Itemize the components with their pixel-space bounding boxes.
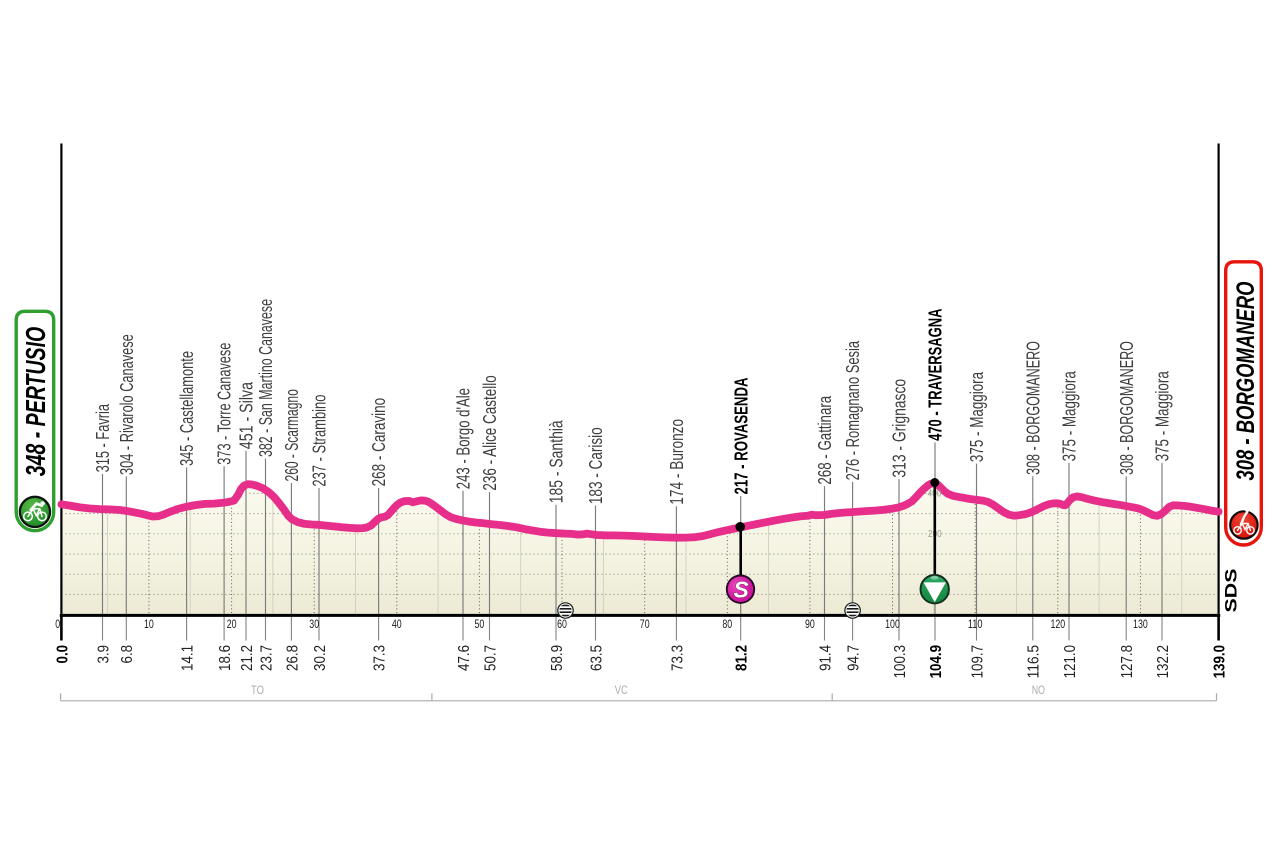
svg-text:183 - Carisio: 183 - Carisio (585, 427, 606, 504)
svg-text:18.6: 18.6 (217, 645, 234, 671)
svg-text:470 - TRAVERSAGNA: 470 - TRAVERSAGNA (925, 309, 946, 441)
svg-text:SDS: SDS (1222, 569, 1241, 613)
svg-text:80: 80 (722, 619, 732, 631)
svg-text:308 - BORGOMANERO: 308 - BORGOMANERO (1116, 341, 1137, 475)
svg-text:373 - Torre Canavese: 373 - Torre Canavese (214, 343, 235, 465)
svg-text:58.9: 58.9 (549, 645, 566, 671)
svg-text:130: 130 (1133, 619, 1148, 631)
svg-text:382 - San Martino Canavese: 382 - San Martino Canavese (255, 299, 276, 457)
svg-text:70: 70 (640, 619, 650, 631)
svg-text:60: 60 (557, 619, 567, 631)
svg-text:451 - Silva: 451 - Silva (236, 381, 257, 449)
svg-text:100.3: 100.3 (892, 645, 909, 679)
svg-text:268 - Gattinara: 268 - Gattinara (814, 395, 835, 484)
svg-text:26.8: 26.8 (284, 645, 301, 671)
svg-text:174 - Buronzo: 174 - Buronzo (666, 419, 687, 505)
svg-text:276 - Romagnano Sesia: 276 - Romagnano Sesia (842, 340, 863, 480)
svg-text:21.2: 21.2 (239, 645, 256, 671)
svg-text:304 - Rivarolo Canavese: 304 - Rivarolo Canavese (116, 334, 137, 475)
svg-text:90: 90 (805, 619, 815, 631)
svg-text:121.0: 121.0 (1062, 645, 1079, 679)
svg-text:260 - Scarmagno: 260 - Scarmagno (281, 389, 302, 481)
svg-text:0: 0 (55, 619, 60, 631)
svg-text:243 - Borgo d'Ale: 243 - Borgo d'Ale (453, 388, 474, 489)
svg-text:3.9: 3.9 (95, 645, 112, 664)
svg-text:345 - Castellamonte: 345 - Castellamonte (176, 351, 197, 466)
svg-text:308 - BORGOMANERO: 308 - BORGOMANERO (1022, 341, 1043, 475)
svg-text:10: 10 (144, 619, 154, 631)
svg-text:81.2: 81.2 (734, 645, 751, 671)
svg-text:VC: VC (615, 685, 628, 697)
svg-text:73.3: 73.3 (669, 645, 686, 671)
svg-text:217 - ROVASENDA: 217 - ROVASENDA (730, 378, 751, 495)
svg-text:313 - Grignasco: 313 - Grignasco (889, 379, 910, 478)
svg-text:40: 40 (392, 619, 402, 631)
svg-text:91.4: 91.4 (817, 645, 834, 671)
svg-text:127.8: 127.8 (1119, 645, 1136, 679)
svg-text:375 - Maggiora: 375 - Maggiora (1059, 371, 1080, 462)
svg-text:348 - PERTUSIO: 348 - PERTUSIO (20, 327, 51, 477)
svg-text:185 - Santhià: 185 - Santhià (546, 420, 567, 504)
svg-text:100: 100 (885, 619, 900, 631)
svg-text:NO: NO (1032, 685, 1045, 697)
svg-text:0.0: 0.0 (54, 645, 71, 664)
svg-text:315 - Favria: 315 - Favria (92, 403, 113, 472)
svg-text:308 - BORGOMANERO: 308 - BORGOMANERO (1232, 281, 1260, 480)
svg-text:20: 20 (227, 619, 237, 631)
svg-text:375 - Maggiora: 375 - Maggiora (1152, 371, 1173, 462)
svg-text:375 - Maggiora: 375 - Maggiora (966, 371, 987, 462)
svg-text:104.9: 104.9 (928, 645, 945, 679)
svg-text:110: 110 (968, 619, 983, 631)
svg-text:132.2: 132.2 (1155, 645, 1172, 679)
svg-text:63.5: 63.5 (588, 645, 605, 671)
svg-text:50: 50 (475, 619, 485, 631)
svg-text:14.1: 14.1 (180, 645, 197, 671)
svg-text:6.8: 6.8 (119, 645, 136, 664)
svg-text:94.7: 94.7 (846, 645, 863, 671)
svg-text:23.7: 23.7 (258, 645, 275, 671)
svg-text:139.0: 139.0 (1212, 645, 1229, 679)
svg-text:268 - Caravino: 268 - Caravino (368, 398, 389, 487)
svg-text:116.5: 116.5 (1026, 645, 1043, 679)
svg-text:236 - Alice Castello: 236 - Alice Castello (479, 375, 500, 490)
svg-text:TO: TO (251, 685, 264, 697)
svg-text:30: 30 (309, 619, 319, 631)
svg-text:37.3: 37.3 (372, 645, 389, 671)
svg-text:237 - Strambino: 237 - Strambino (309, 395, 330, 487)
svg-text:50.7: 50.7 (482, 645, 499, 671)
svg-text:S: S (734, 577, 750, 603)
svg-text:30.2: 30.2 (312, 645, 329, 671)
svg-text:120: 120 (1050, 619, 1065, 631)
svg-text:109.7: 109.7 (969, 645, 986, 679)
svg-text:47.6: 47.6 (456, 645, 473, 671)
